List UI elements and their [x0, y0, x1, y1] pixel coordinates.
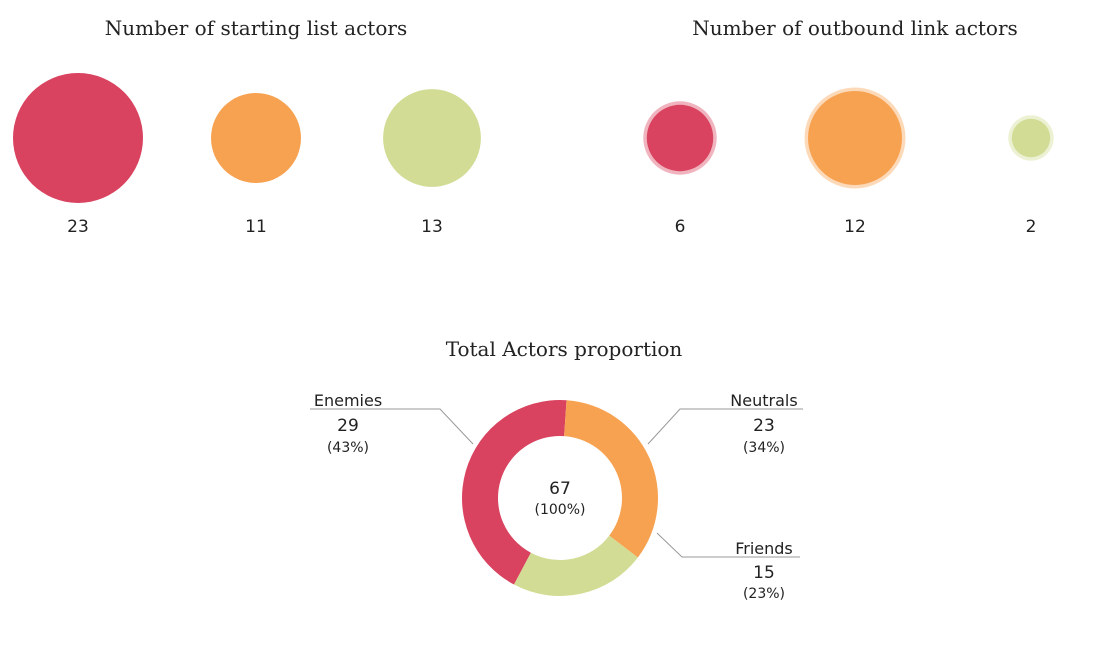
outbound-neutrals-bubble	[808, 91, 902, 185]
starting-enemies-bubble	[13, 73, 143, 203]
starting-friends-bubble	[383, 89, 481, 187]
outbound-friends-value-label: 2	[1026, 217, 1037, 237]
starting-list-title: Number of starting list actors	[105, 16, 407, 40]
starting-list-bubbles: 23 11 13	[13, 73, 481, 237]
donut-slice-friends	[513, 535, 638, 597]
starting-neutrals-value-label: 11	[245, 217, 267, 237]
starting-friends-value-label: 13	[421, 217, 443, 237]
starting-neutrals-bubble	[211, 93, 301, 183]
outbound-link-title: Number of outbound link actors	[692, 16, 1018, 40]
friends-leader-line	[656, 532, 800, 558]
starting-enemies-value-label: 23	[67, 217, 89, 237]
outbound-enemies-value-label: 6	[675, 217, 686, 237]
neutrals-leader-line	[647, 408, 803, 445]
enemies-callout-value: 29	[337, 416, 359, 436]
neutrals-callout-label: Neutrals	[730, 391, 797, 410]
donut-slice-neutrals	[564, 400, 659, 558]
donut-slice-enemies	[462, 400, 567, 585]
enemies-leader-line	[310, 408, 474, 445]
outbound-friends-bubble	[1011, 118, 1051, 158]
donut-total-percent: (100%)	[535, 502, 586, 518]
outbound-neutrals-value-label: 12	[844, 217, 866, 237]
friends-callout-value: 15	[753, 563, 775, 583]
enemies-callout-percent: (43%)	[327, 440, 369, 456]
neutrals-callout-percent: (34%)	[743, 440, 785, 456]
total-proportion-title: Total Actors proportion	[446, 337, 683, 361]
donut-total-value: 67	[549, 479, 571, 499]
friends-callout-percent: (23%)	[743, 586, 785, 602]
neutrals-callout-value: 23	[753, 416, 775, 436]
outbound-link-bubbles: 6 12 2	[643, 87, 1054, 237]
outbound-enemies-bubble	[646, 104, 714, 172]
enemies-callout-label: Enemies	[314, 391, 382, 410]
friends-callout-label: Friends	[735, 539, 793, 558]
total-proportion-donut	[462, 400, 659, 597]
